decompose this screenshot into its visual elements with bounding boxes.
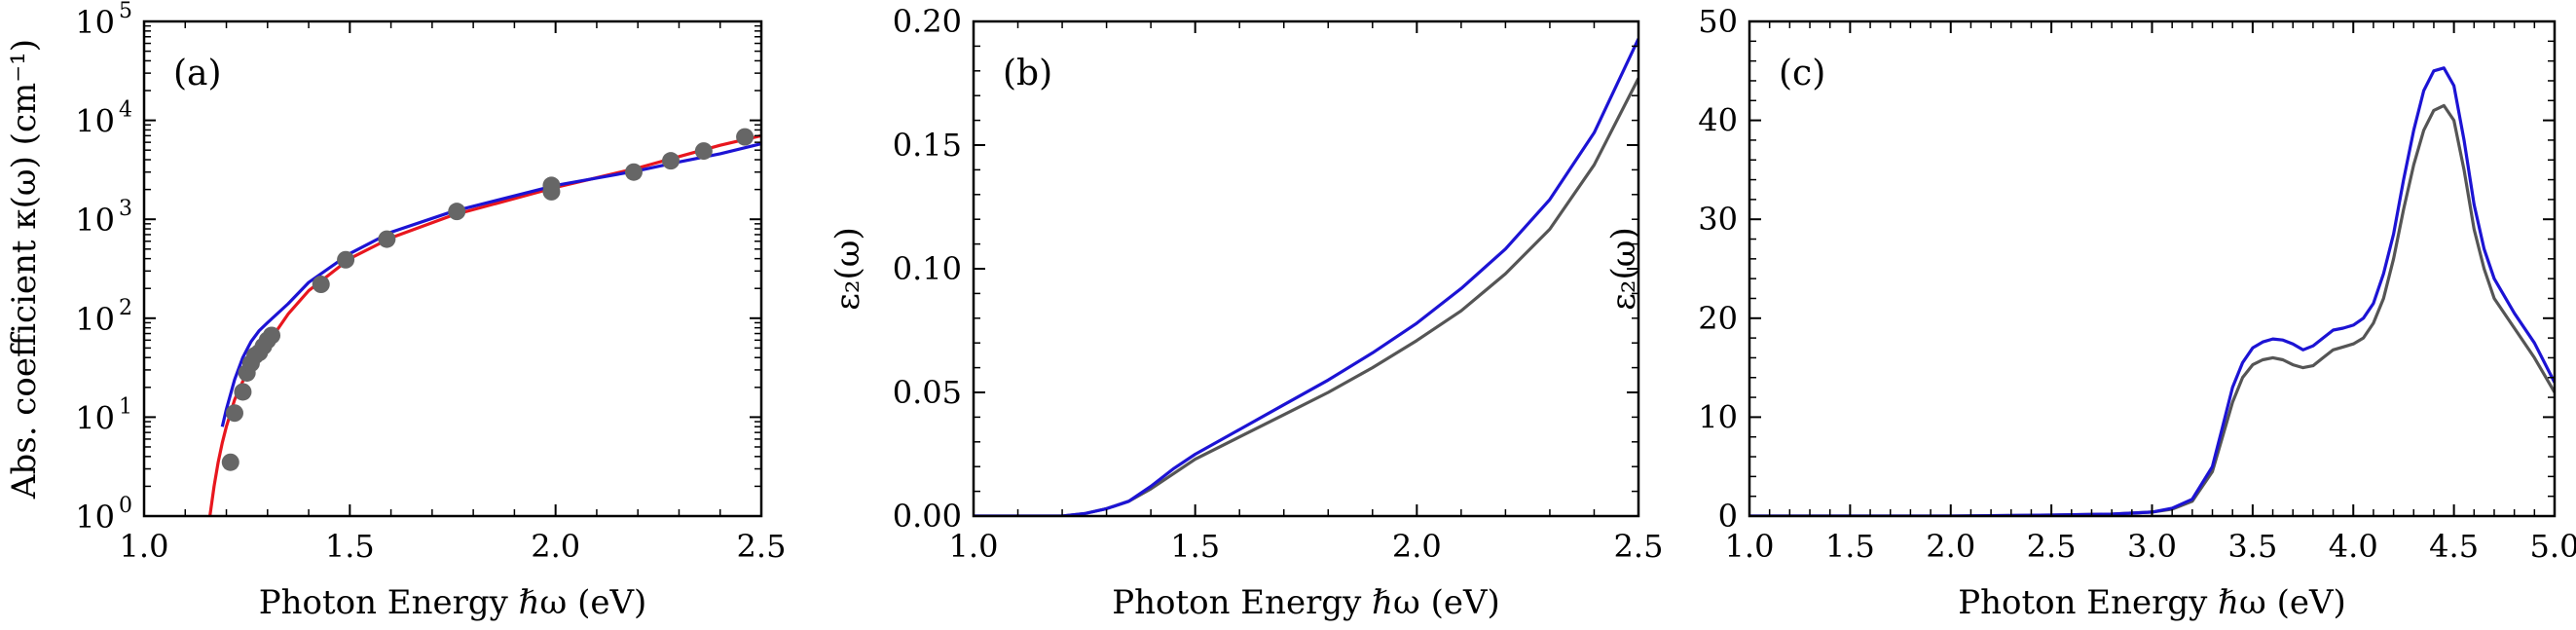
y-tick-exponent: 5 — [119, 0, 132, 23]
data-point — [624, 163, 643, 181]
axes-frame — [142, 19, 763, 518]
x-axis-label: Photon Energy ℏω (eV) — [1112, 583, 1500, 622]
data-point — [221, 453, 239, 471]
x-tick-label: 5.0 — [2530, 528, 2576, 565]
data-point — [736, 128, 754, 146]
panel-b: 1.0 1.5 2.0 2.5 0.00 0.05 0.10 0.15 0.20 (b) Photo… — [828, 3, 1663, 622]
panel-label: (a) — [173, 54, 222, 93]
data-point — [312, 276, 330, 294]
plot-area-c — [1749, 66, 2555, 516]
data-point — [662, 152, 681, 170]
x-tick-label: 3.5 — [2227, 528, 2277, 565]
data-point — [542, 176, 561, 195]
y-tick-label: 0.20 — [893, 3, 962, 40]
y-tick-label: 0.10 — [893, 250, 962, 287]
series-gray-data-points — [221, 128, 754, 471]
y-tick-exponent: 2 — [119, 296, 132, 320]
y-tick-label: 10 — [75, 202, 115, 239]
x-tick-label: 4.0 — [2329, 528, 2378, 565]
y-axis-label: Abs. coefficient κ(ω) (cm⁻¹) — [5, 39, 44, 500]
series-blue-curve — [974, 38, 1638, 516]
panel-label: (b) — [1003, 54, 1052, 93]
y-tick-exponent: 1 — [119, 394, 132, 419]
y-tick-label: 40 — [1698, 102, 1738, 139]
series-red-curve — [208, 133, 761, 516]
x-tick-label: 1.0 — [120, 528, 169, 565]
series-gray-curve — [974, 77, 1638, 516]
axes-frame — [1748, 19, 2557, 518]
y-tick-label: 10 — [75, 399, 115, 436]
panel-label: (c) — [1779, 54, 1825, 93]
y-tick-label: 10 — [1698, 398, 1738, 435]
x-axis-label: Photon Energy ℏω (eV) — [1958, 583, 2346, 622]
y-tick-label: 50 — [1698, 3, 1738, 40]
x-tick-label: 2.5 — [2027, 528, 2077, 565]
x-tick-label: 1.0 — [1725, 528, 1775, 565]
y-tick-label: 20 — [1698, 300, 1738, 337]
series-blue-curve — [1749, 66, 2555, 516]
x-tick-label: 1.5 — [1825, 528, 1875, 565]
plot-area-b — [974, 38, 1638, 516]
x-tick-label: 1.0 — [949, 528, 999, 565]
y-tick-exponent: 3 — [119, 197, 132, 221]
plot-area-a — [208, 128, 761, 516]
x-tick-label: 2.0 — [1926, 528, 1975, 565]
x-tick-label: 2.5 — [1614, 528, 1664, 565]
x-tick-label: 2.0 — [1392, 528, 1442, 565]
y-tick-label: 0.00 — [893, 498, 962, 535]
y-tick-label: 10 — [75, 103, 115, 140]
y-axis-label: ε₂(ω) — [1604, 227, 1643, 311]
y-tick-label: 0.15 — [893, 127, 962, 164]
panel-c: 1.0 1.5 2.0 2.5 3.0 3.5 4.0 4.5 5.0 0 10 20 30 40 50 (c… — [1604, 3, 2576, 622]
y-tick-exponent: 4 — [119, 98, 132, 123]
data-point — [225, 404, 243, 423]
data-point — [234, 383, 252, 401]
x-tick-label: 1.5 — [1170, 528, 1220, 565]
series-blue-curve — [220, 142, 761, 427]
y-tick-exponent: 0 — [119, 494, 132, 518]
series-gray-curve — [1749, 103, 2555, 516]
y-tick-label: 0.05 — [893, 374, 962, 411]
data-point — [448, 203, 466, 221]
x-tick-label: 3.0 — [2127, 528, 2177, 565]
y-tick-label: 10 — [75, 301, 115, 338]
x-tick-label: 2.0 — [531, 528, 580, 565]
y-axis-label: ε₂(ω) — [828, 227, 867, 311]
y-tick-label: 0 — [1718, 498, 1738, 535]
y-tick-label: 30 — [1698, 201, 1738, 238]
x-tick-label: 2.5 — [737, 528, 787, 565]
y-tick-label: 10 — [75, 499, 115, 536]
data-point — [263, 326, 281, 345]
data-point — [694, 142, 713, 161]
data-point — [378, 230, 396, 248]
x-tick-label: 1.5 — [325, 528, 375, 565]
y-tick-label: 10 — [75, 4, 115, 41]
data-point — [337, 250, 355, 269]
x-axis-label: Photon Energy ℏω (eV) — [259, 583, 647, 622]
axes-frame — [972, 19, 1640, 518]
x-tick-label: 4.5 — [2429, 528, 2479, 565]
